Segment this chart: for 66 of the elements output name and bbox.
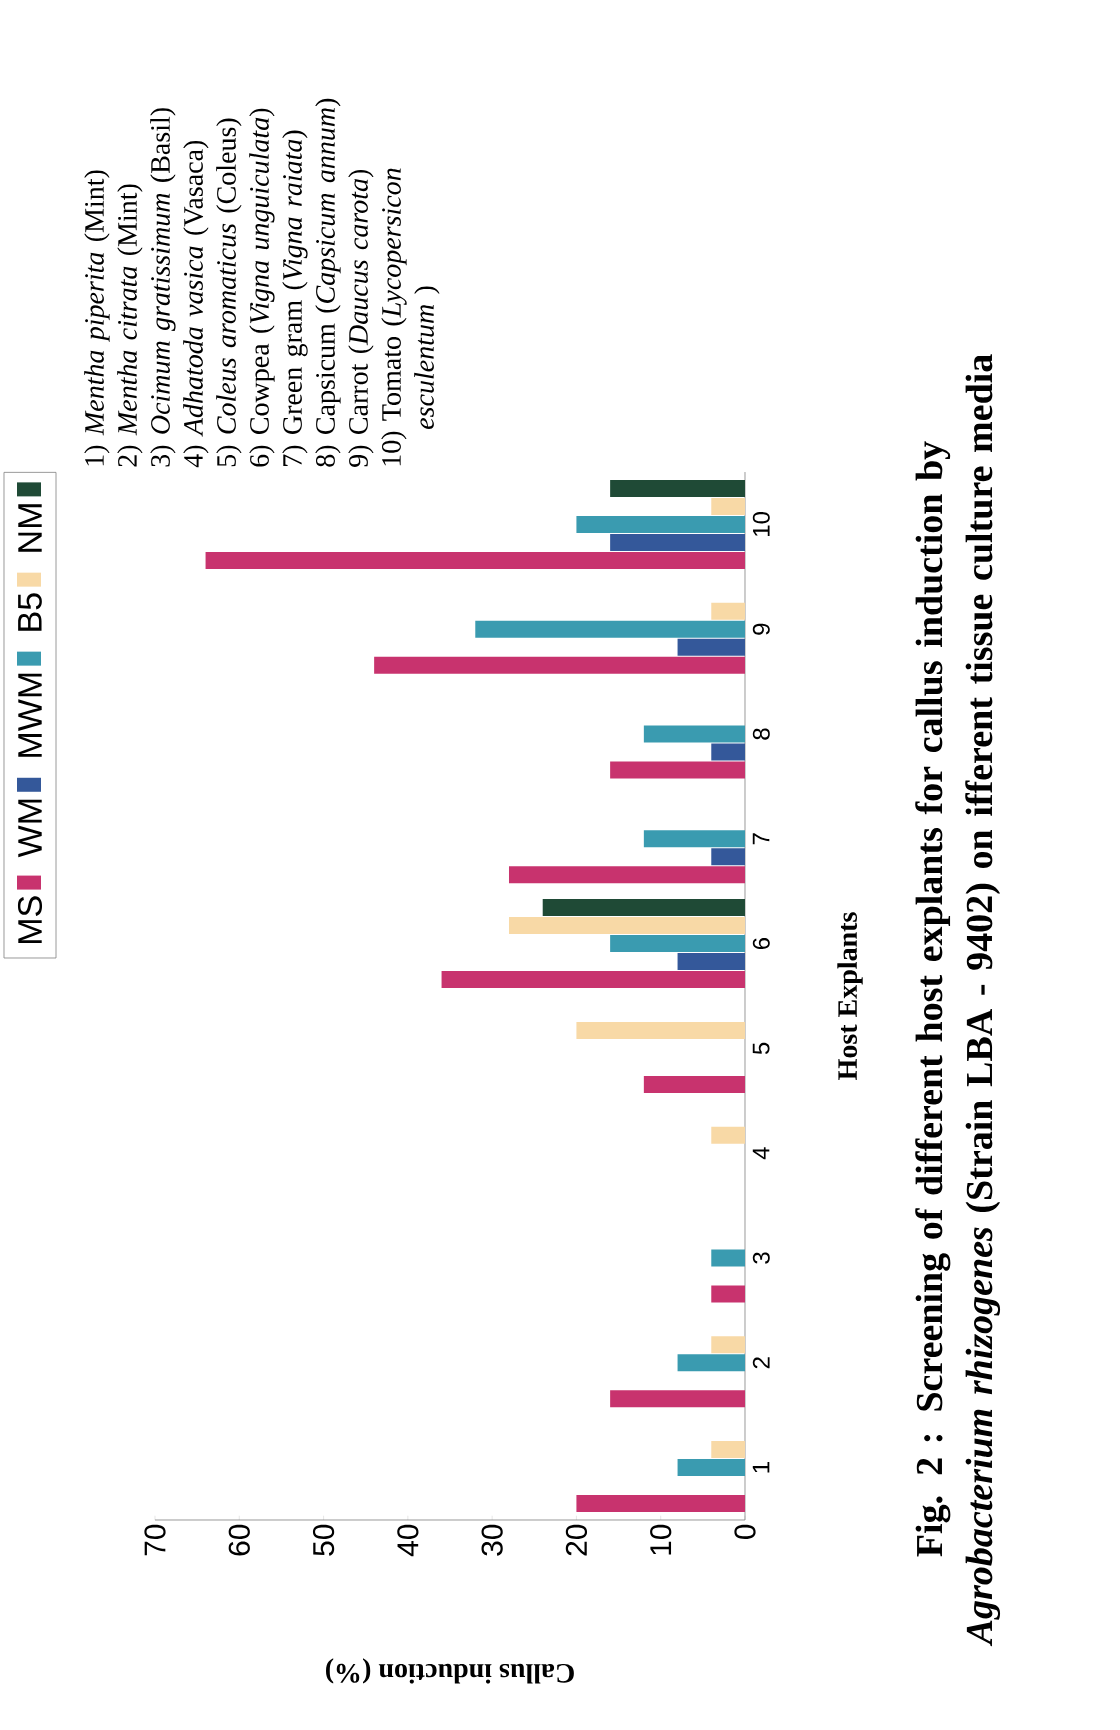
legend-label: B5: [18, 593, 42, 631]
bar: [677, 953, 745, 971]
text: 6) Cowpea (Vigna unguiculata): [249, 108, 275, 467]
x-tick-label: 0: [734, 1524, 756, 1540]
y-tick-label: 5: [752, 1042, 770, 1055]
bar: [610, 935, 745, 953]
y-tick-label: 2: [752, 1357, 770, 1369]
bar: [610, 761, 745, 779]
x-tick-label: 10: [650, 1524, 672, 1555]
x-tick-label: 40: [397, 1524, 419, 1557]
legend-label: MS: [17, 896, 43, 943]
bar: [475, 620, 745, 638]
y-tick-label: 1: [752, 1462, 770, 1473]
bar: [643, 725, 745, 743]
y-tick-label: 3: [752, 1252, 770, 1264]
bar: [677, 638, 745, 656]
y-tick-label: 10: [752, 512, 770, 536]
x-tick-label: 30: [481, 1524, 503, 1556]
x-tick-label: 70: [144, 1524, 166, 1556]
bar: [711, 1441, 745, 1459]
legend-label: NM: [18, 504, 42, 552]
bar: [441, 971, 745, 989]
bar: [711, 1336, 745, 1354]
y-tick-label: 9: [752, 623, 770, 635]
bar: [576, 1495, 745, 1513]
text: 9) Carrot (Daucus carota): [348, 169, 374, 467]
y-tick-label: 7: [752, 833, 770, 845]
text: 5) Coleus aromaticus (Coleus): [216, 118, 242, 467]
bar: [542, 899, 745, 917]
bar: [576, 515, 745, 533]
text: 7) Green gram (Vigna raiata): [282, 130, 308, 466]
bar: [610, 533, 745, 551]
text: 8) Capsicum (Capsicum annum): [315, 98, 341, 467]
bar: [610, 1390, 745, 1408]
bar: [677, 1459, 745, 1477]
bar: [711, 1126, 745, 1144]
bar: [610, 479, 745, 497]
bar: [508, 917, 745, 935]
legend-label: WM: [18, 799, 42, 858]
text: Fig. 2 : Screening of different host explants for callus induction by Agrobacterium rhizogenes (Strain LBA - 9402) on ifferent tissue culture media: [915, 354, 1001, 1647]
y-tick-label: 4: [752, 1147, 770, 1160]
text: 4) Adhatoda vasica (Vasaca): [183, 140, 209, 468]
bar: [205, 551, 745, 569]
bar: [711, 602, 745, 620]
bar: [711, 848, 745, 866]
bar: [374, 656, 745, 674]
bar: [711, 1285, 745, 1303]
bar: [677, 1354, 745, 1372]
bar: [711, 497, 745, 515]
bar: [711, 1249, 745, 1267]
bar: [508, 866, 745, 884]
x-tick-label: 50: [312, 1524, 335, 1556]
x-axis-title: Callus induction (%): [326, 1658, 574, 1684]
text: 2) Mentha citrata (Mint): [117, 184, 143, 467]
y-tick-label: 6: [752, 937, 770, 950]
bar: [576, 1021, 745, 1039]
bar: [643, 830, 745, 848]
x-tick-label: 20: [565, 1524, 588, 1556]
text: 1) Mentha piperita (Mint): [84, 170, 110, 466]
x-tick-label: 60: [228, 1524, 250, 1556]
text: 3) Ocimum gratissimum (Basil): [150, 108, 176, 467]
bar: [711, 743, 745, 761]
y-tick-label: 8: [752, 728, 770, 740]
legend-label: MWM: [18, 673, 42, 757]
bar: [643, 1075, 745, 1093]
y-axis-title: Host Explants: [837, 912, 863, 1080]
